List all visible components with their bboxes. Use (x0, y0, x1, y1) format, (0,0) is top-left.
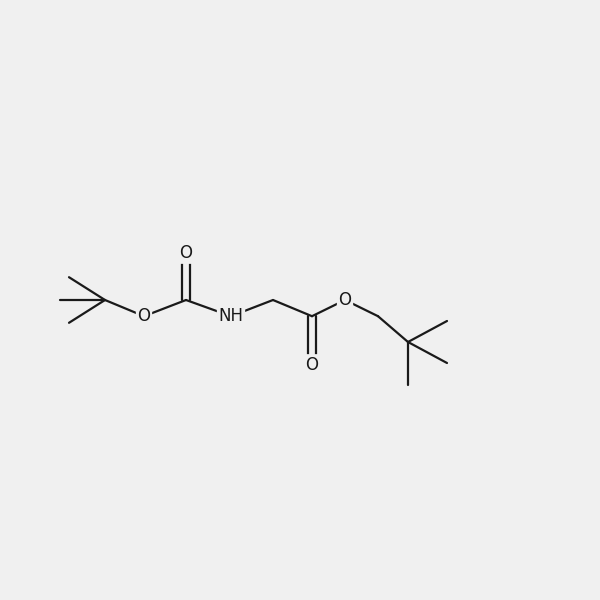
Text: NH: NH (218, 307, 244, 325)
Text: O: O (179, 244, 193, 262)
Text: O: O (305, 356, 319, 374)
Text: O: O (338, 291, 352, 309)
Text: O: O (137, 307, 151, 325)
